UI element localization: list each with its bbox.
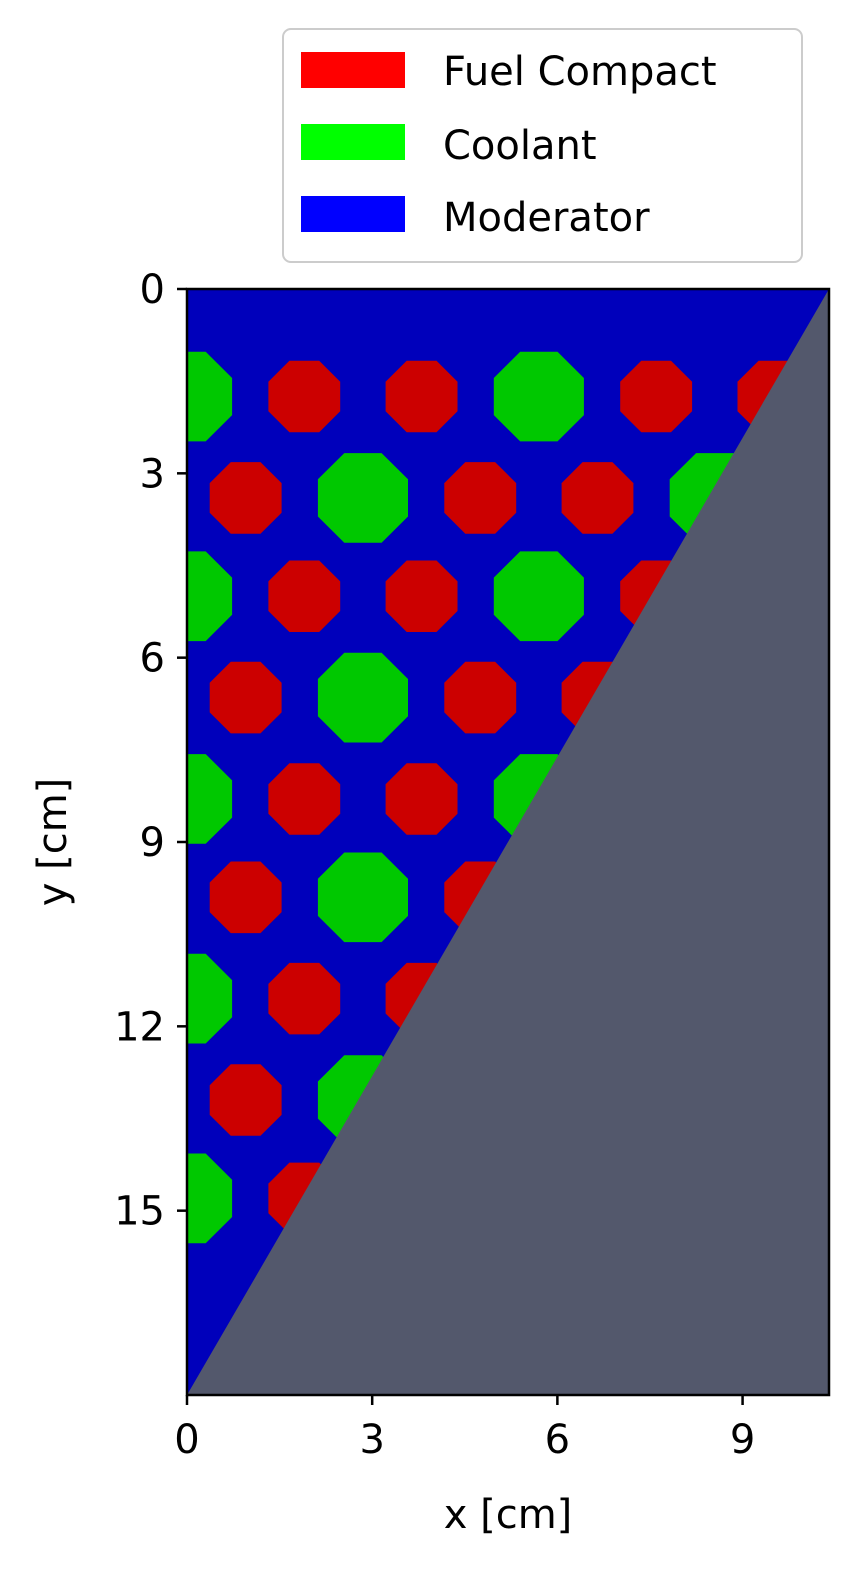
fuel-compact-cell (444, 462, 517, 534)
y-tick-label: 3 (140, 451, 165, 497)
fuel-compact-cell (385, 560, 458, 632)
plot-area (187, 289, 829, 1395)
legend: Fuel Compact Coolant Moderator (282, 28, 803, 263)
coolant-cell (187, 351, 233, 442)
y-tick-label: 12 (114, 1004, 165, 1050)
legend-swatch-fuel-compact (301, 52, 405, 88)
fuel-compact-cell (268, 962, 341, 1035)
outside-region (187, 289, 829, 1395)
fuel-compact-cell (561, 462, 634, 534)
fuel-compact-cell (385, 763, 458, 835)
legend-label-moderator: Moderator (443, 195, 650, 241)
y-axis-label: y [cm] (30, 778, 76, 907)
x-axis: 0 3 6 9 (174, 1395, 755, 1463)
fuel-compact-cell (209, 1064, 282, 1136)
coolant-cell (317, 852, 408, 943)
fuel-compact-cell (268, 763, 341, 835)
coolant-cell (187, 754, 233, 844)
coolant-cell (493, 551, 584, 642)
y-tick-label: 9 (140, 820, 165, 866)
coolant-cell (317, 453, 408, 543)
fuel-compact-cell (209, 661, 282, 734)
y-axis: 0 3 6 9 12 15 (114, 267, 187, 1235)
fuel-compact-cell (385, 360, 458, 433)
fuel-compact-cell (209, 861, 282, 934)
coolant-cell (187, 551, 233, 642)
y-tick-label: 0 (140, 267, 165, 313)
fuel-compact-cell (268, 360, 341, 433)
legend-swatch-moderator (301, 196, 405, 232)
coolant-cell (493, 351, 584, 442)
fuel-compact-cell (268, 560, 341, 632)
fuel-compact-cell (620, 360, 693, 433)
legend-label-coolant: Coolant (443, 123, 597, 169)
x-tick-label: 6 (545, 1417, 570, 1463)
y-tick-label: 6 (140, 636, 165, 682)
x-tick-label: 9 (730, 1417, 755, 1463)
y-tick-label: 15 (114, 1189, 165, 1235)
legend-swatch-coolant (301, 124, 405, 160)
x-tick-label: 3 (359, 1417, 384, 1463)
coolant-cell (187, 953, 233, 1044)
legend-frame (282, 28, 803, 263)
legend-label-fuel-compact: Fuel Compact (443, 49, 717, 95)
coolant-cell (187, 1153, 233, 1244)
x-tick-label: 0 (174, 1417, 199, 1463)
coolant-cell (317, 652, 408, 743)
fuel-compact-cell (209, 462, 282, 534)
fuel-compact-cell (444, 661, 517, 734)
x-axis-label: x [cm] (444, 1492, 573, 1538)
